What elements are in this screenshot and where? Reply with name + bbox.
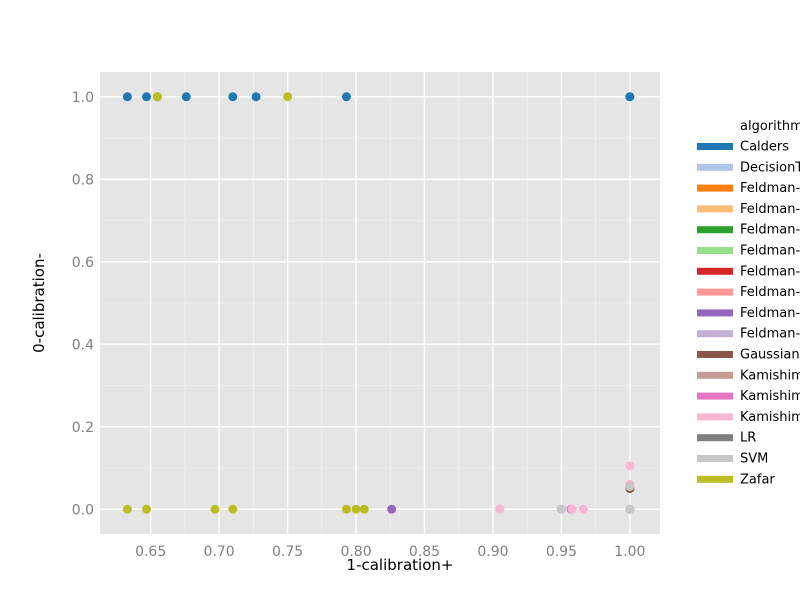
legend-swatch	[697, 371, 733, 379]
x-tick-label: 0.65	[135, 544, 166, 560]
y-tick-label: 0.8	[72, 172, 94, 188]
x-tick-label: 0.80	[340, 544, 371, 560]
legend-label: Feldman-SVM	[740, 244, 800, 259]
data-point	[181, 92, 191, 102]
legend-label: SVM	[740, 452, 768, 467]
legend-swatch	[697, 184, 733, 192]
y-axis-title: 0-calibration-	[30, 253, 48, 353]
legend-swatch	[697, 455, 733, 462]
legend-swatch	[697, 392, 733, 400]
legend-label: LR	[740, 431, 756, 446]
legend-swatch	[697, 434, 733, 442]
y-tick-label: 0.6	[72, 255, 94, 271]
legend-label: Feldman-LR	[740, 223, 800, 238]
x-tick-label: 0.85	[409, 544, 440, 560]
legend-label: Feldman-Calders	[740, 264, 800, 279]
x-tick-label: 0.75	[272, 544, 303, 560]
legend-swatch	[697, 330, 733, 338]
data-point	[228, 504, 238, 514]
legend-label: Feldman-DecisionTree	[740, 181, 800, 196]
y-tick-label: 0.0	[72, 502, 94, 518]
data-points	[122, 92, 635, 514]
legend-label: GaussianNB	[740, 348, 800, 363]
legend-label: Zafar	[740, 472, 775, 487]
legend-label: Kamishima	[740, 368, 800, 383]
y-tick-labels: 0.0 0.2 0.4 0.6 0.8 1.0	[72, 90, 94, 519]
legend-swatch	[697, 247, 733, 254]
data-point	[283, 92, 293, 102]
legend-label: Kamishima-accuracy	[740, 389, 800, 404]
legend: algorithm Calders DecisionTree Feldman-Dec…	[697, 119, 800, 487]
data-point	[625, 92, 635, 102]
data-point	[228, 92, 238, 102]
legend-swatch	[697, 226, 733, 234]
legend-swatch	[697, 413, 733, 421]
data-point	[210, 504, 220, 514]
legend-swatch	[697, 143, 733, 150]
legend-swatch	[697, 475, 733, 483]
legend-swatch	[697, 163, 733, 171]
data-point	[341, 92, 351, 102]
legend-label: Feldman-Zafar	[740, 306, 800, 321]
y-tick-label: 0.4	[72, 337, 94, 353]
legend-label: Feldman-Kamishima	[740, 285, 800, 300]
data-point	[122, 92, 132, 102]
legend-title: algorithm	[740, 119, 800, 134]
legend-label: Kamishima-DIavgall	[740, 410, 800, 425]
data-point	[556, 504, 566, 514]
x-axis-title: 1-calibration+	[347, 556, 454, 574]
legend-swatch	[697, 288, 733, 296]
data-point	[251, 92, 261, 102]
x-tick-label: 0.70	[204, 544, 235, 560]
x-tick-label: 1.00	[614, 544, 645, 560]
data-point	[625, 461, 635, 471]
data-point	[495, 504, 505, 514]
data-point	[153, 92, 163, 102]
data-point	[142, 504, 152, 514]
legend-swatch	[697, 267, 733, 275]
legend-label: Feldman-GaussianNB	[740, 202, 800, 217]
data-point	[142, 92, 152, 102]
grid-lines	[100, 72, 660, 534]
data-point	[122, 504, 132, 514]
legend-label: Feldman-Other	[740, 327, 800, 342]
legend-swatch	[697, 205, 733, 213]
x-tick-label: 0.95	[546, 544, 577, 560]
data-point	[341, 504, 351, 514]
data-point	[567, 504, 577, 514]
data-point	[578, 504, 588, 514]
data-point	[351, 504, 361, 514]
legend-label: Calders	[740, 140, 789, 155]
data-point	[359, 504, 369, 514]
y-tick-label: 1.0	[72, 90, 94, 106]
legend-swatch	[697, 309, 733, 317]
data-point	[625, 482, 635, 492]
data-point	[625, 504, 635, 514]
x-tick-labels: 0.65 0.70 0.75 0.80 0.85 0.90 0.95 1.00	[135, 544, 645, 560]
y-tick-label: 0.2	[72, 420, 94, 436]
data-point	[387, 504, 397, 514]
x-tick-label: 0.90	[477, 544, 508, 560]
legend-label: DecisionTree	[740, 160, 800, 175]
legend-swatch	[697, 351, 733, 358]
